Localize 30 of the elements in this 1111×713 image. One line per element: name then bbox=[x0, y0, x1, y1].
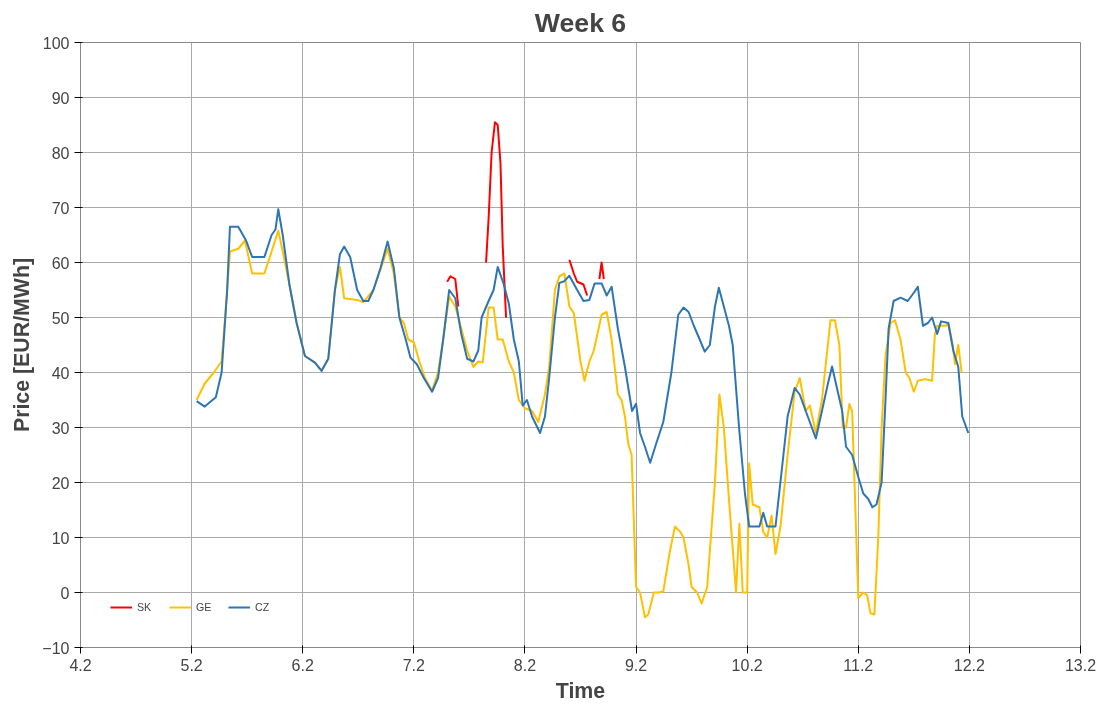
y-tick-label: 70 bbox=[51, 199, 70, 217]
legend-label: CZ bbox=[255, 601, 271, 613]
x-tick-label: 4.2 bbox=[69, 656, 92, 674]
x-tick-label: 5.2 bbox=[180, 656, 203, 674]
x-tick-label: 13.2 bbox=[1064, 656, 1097, 674]
legend-label: SK bbox=[137, 601, 153, 613]
line-series bbox=[195, 229, 963, 619]
y-tick-label: 10 bbox=[51, 529, 70, 547]
y-tick-label: 90 bbox=[51, 89, 70, 107]
x-tick-label: 7.2 bbox=[402, 656, 426, 674]
x-tick-label: 8.2 bbox=[513, 656, 537, 674]
legend-label: GE bbox=[196, 601, 213, 613]
y-tick-label: −10 bbox=[42, 639, 70, 657]
chart-title: Week 6 bbox=[534, 7, 627, 38]
y-tick-label: 100 bbox=[42, 34, 70, 52]
line-series bbox=[195, 208, 970, 528]
x-tick-label: 10.2 bbox=[731, 656, 763, 674]
x-tick-label: 6.2 bbox=[291, 656, 314, 674]
x-axis-title: Time bbox=[555, 678, 606, 703]
y-axis-title: Price [EUR/MWh] bbox=[10, 257, 35, 433]
y-tick-label: 0 bbox=[60, 584, 70, 602]
y-tick-label: 40 bbox=[51, 364, 70, 382]
y-tick-label: 60 bbox=[51, 254, 70, 272]
x-tick-label: 11.2 bbox=[843, 656, 874, 674]
y-tick-label: 20 bbox=[51, 474, 70, 492]
y-tick-label: 30 bbox=[51, 419, 70, 437]
x-tick-label: 12.2 bbox=[953, 656, 986, 674]
y-tick-label: 50 bbox=[51, 309, 70, 327]
y-tick-label: 80 bbox=[51, 144, 70, 162]
x-tick-label: 9.2 bbox=[624, 656, 648, 674]
